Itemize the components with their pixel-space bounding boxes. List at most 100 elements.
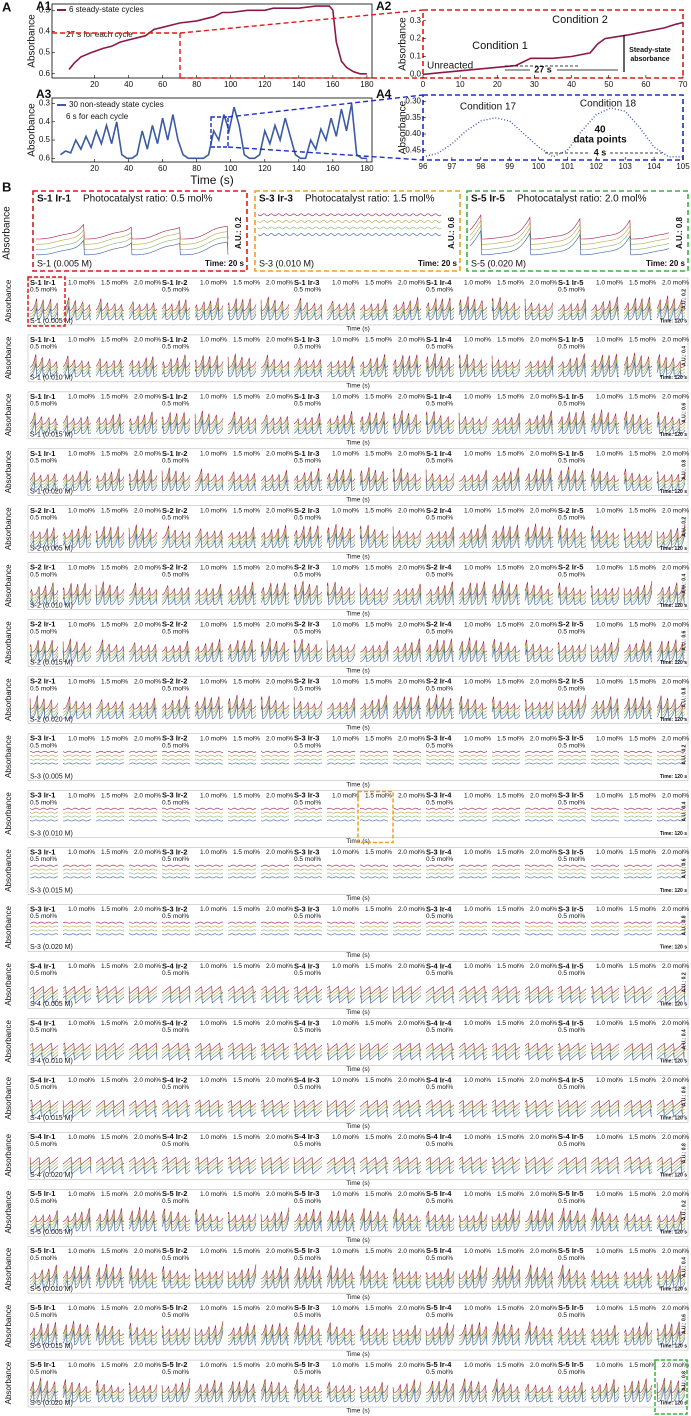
trace xyxy=(524,588,554,602)
trace xyxy=(128,811,158,814)
ratio-label: 0.5 mol% xyxy=(294,1027,321,1034)
trace xyxy=(128,1216,158,1232)
trace xyxy=(491,1384,521,1400)
trace xyxy=(524,705,554,716)
trace xyxy=(326,1274,356,1289)
ratio-label: 1.0 mol% xyxy=(68,621,95,628)
y-axis-label: Absorbance xyxy=(4,1019,13,1062)
ratio-label: 2.0 mol% xyxy=(530,1077,557,1084)
trace xyxy=(458,418,488,431)
trace xyxy=(194,811,224,814)
trace xyxy=(623,1051,653,1061)
ratio-label: 1.0 mol% xyxy=(200,621,227,628)
trace xyxy=(623,648,653,662)
annotation: absorbance xyxy=(630,56,669,63)
trace xyxy=(29,1219,59,1232)
group-label: S-4 Ir-1 xyxy=(30,1018,55,1027)
trace xyxy=(293,991,323,1001)
highlight xyxy=(27,276,66,327)
trace xyxy=(227,1379,257,1393)
trace xyxy=(656,1381,686,1397)
trace xyxy=(194,364,224,378)
ratio-label: 1.5 mol% xyxy=(101,451,128,458)
trace xyxy=(62,1207,92,1223)
ratio-label: 2.0 mol% xyxy=(662,963,689,970)
trace xyxy=(392,985,422,995)
trace xyxy=(293,648,323,662)
trace xyxy=(623,1274,653,1286)
x-axis-label: Time (s) xyxy=(346,1237,370,1244)
ratio-label: 1.5 mol% xyxy=(101,1362,128,1369)
trace xyxy=(29,640,59,653)
row-frame xyxy=(27,448,689,497)
trace xyxy=(656,1159,686,1169)
trace xyxy=(95,587,125,602)
trace xyxy=(557,1388,587,1400)
ratio-label: 0.5 mol% xyxy=(426,1369,453,1376)
trace xyxy=(293,1218,323,1232)
trace xyxy=(194,645,224,659)
trace xyxy=(293,703,323,716)
group-label: S-5 Ir-4 xyxy=(426,1246,452,1255)
trace xyxy=(62,1388,92,1403)
trace xyxy=(359,583,389,596)
trace xyxy=(656,530,686,545)
trace xyxy=(62,534,92,549)
trace xyxy=(524,1162,554,1172)
ratio-label: 0.5 mol% xyxy=(294,401,321,408)
trace xyxy=(293,641,323,656)
trace xyxy=(128,750,158,753)
ratio-label: 1.5 mol% xyxy=(233,1191,260,1198)
ratio-label: 1.0 mol% xyxy=(200,1134,227,1141)
trace xyxy=(425,697,455,713)
trace xyxy=(293,525,323,539)
trace xyxy=(326,411,356,425)
trace xyxy=(623,1267,653,1279)
trace xyxy=(128,1042,158,1052)
trace xyxy=(392,532,422,545)
trace xyxy=(491,1052,521,1061)
concentration-label: S-4 (0.020 M) xyxy=(30,1172,73,1179)
concentration-label: S-3 (0.005 M) xyxy=(30,773,73,780)
ratio-label: 1.5 mol% xyxy=(365,1020,392,1027)
ratio-label: 1.5 mol% xyxy=(497,451,524,458)
trace xyxy=(161,421,191,435)
trace xyxy=(557,1162,587,1172)
trace xyxy=(656,991,686,1001)
group-label: S-3 Ir-4 xyxy=(426,904,452,913)
trace xyxy=(194,1042,224,1052)
trace xyxy=(491,1214,521,1229)
ratio-label: 2.0 mol% xyxy=(662,394,689,401)
trace xyxy=(656,1214,686,1226)
annotation: Unreacted xyxy=(427,61,473,72)
trace xyxy=(458,1108,488,1118)
annotation: data points xyxy=(573,135,627,146)
trace xyxy=(128,762,158,765)
trace xyxy=(458,876,488,879)
trace xyxy=(128,1105,158,1115)
ratio-label: 0.5 mol% xyxy=(558,1255,585,1262)
y-tick-label: 0.3 xyxy=(39,5,51,14)
trace xyxy=(227,1099,257,1109)
trace xyxy=(29,1267,59,1283)
trace xyxy=(161,815,191,818)
group-label: S-3 Ir-3 xyxy=(294,734,319,743)
trace xyxy=(557,298,587,311)
row-frame xyxy=(27,505,689,553)
trace xyxy=(458,360,488,375)
trace xyxy=(393,819,422,822)
x-axis-label: Time (s) xyxy=(346,1294,370,1301)
trace xyxy=(359,1108,389,1118)
trace xyxy=(260,1048,290,1058)
group-label: S-2 Ir-1 xyxy=(30,563,55,572)
trace xyxy=(261,868,290,871)
trace xyxy=(557,694,587,710)
trace xyxy=(260,705,290,719)
trace xyxy=(359,921,389,924)
ratio-label: 2.0 mol% xyxy=(398,394,425,401)
ratio-label: 2.0 mol% xyxy=(530,906,557,913)
trace xyxy=(194,1209,224,1223)
trace xyxy=(656,1051,686,1061)
ratio-label: 1.0 mol% xyxy=(596,621,623,628)
trace xyxy=(29,1051,59,1061)
